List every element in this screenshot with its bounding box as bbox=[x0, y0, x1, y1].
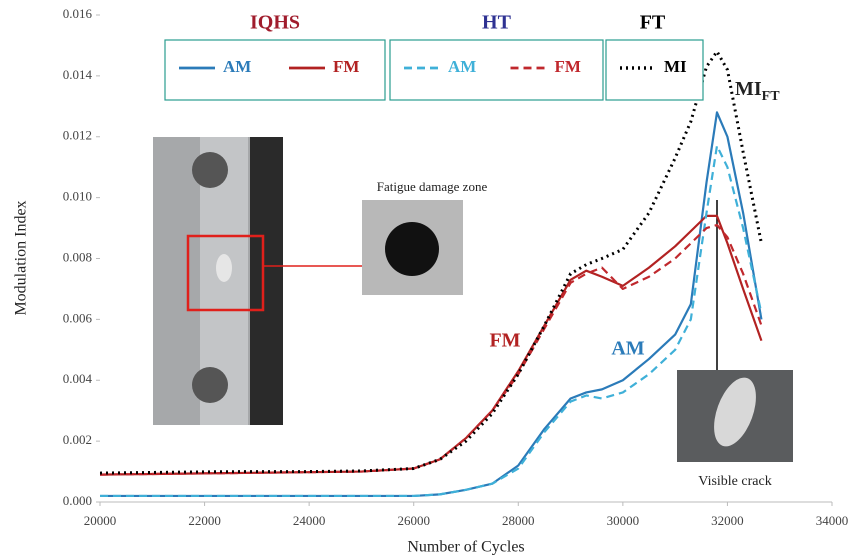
zoom-box bbox=[186, 234, 265, 312]
y-tick-label: 0.002 bbox=[63, 432, 92, 447]
y-tick-label: 0.004 bbox=[63, 371, 93, 386]
photo-detail bbox=[385, 222, 439, 276]
photos bbox=[153, 137, 793, 462]
series-line bbox=[100, 144, 763, 498]
x-axis-label: Number of Cycles bbox=[407, 539, 524, 556]
annotation: FM bbox=[489, 330, 520, 352]
annotation: MIFT bbox=[735, 78, 780, 105]
annotation-main: MI bbox=[735, 78, 762, 100]
annotation-sub: FT bbox=[762, 89, 781, 104]
series-line bbox=[99, 223, 763, 476]
y-tick-label: 0.010 bbox=[63, 189, 92, 204]
x-tick-label: 26000 bbox=[397, 513, 430, 528]
legend-box bbox=[164, 39, 386, 101]
photo-detail bbox=[250, 137, 283, 425]
y-axis-label: Modulation Index bbox=[13, 200, 30, 315]
annotation: AM bbox=[611, 338, 644, 360]
x-tick-label: 20000 bbox=[84, 513, 117, 528]
x-tick-label: 32000 bbox=[711, 513, 744, 528]
legend-label: FM bbox=[555, 57, 581, 76]
photo-detail bbox=[192, 152, 228, 188]
legend-group-title: HT bbox=[482, 12, 512, 34]
legend-label: FM bbox=[333, 57, 359, 76]
y-tick-label: 0.008 bbox=[63, 249, 92, 264]
x-tick-label: 22000 bbox=[188, 513, 221, 528]
legend-label: AM bbox=[448, 57, 476, 76]
y-tick-label: 0.014 bbox=[63, 67, 93, 82]
legend-label: AM bbox=[223, 57, 251, 76]
photo-detail bbox=[192, 367, 228, 403]
annotation: Visible crack bbox=[698, 474, 771, 489]
legend-box bbox=[605, 39, 704, 101]
legend-group-title: FT bbox=[640, 12, 666, 34]
y-tick-label: 0.000 bbox=[63, 493, 92, 508]
y-tick-label: 0.006 bbox=[63, 310, 93, 325]
x-tick-label: 24000 bbox=[293, 513, 326, 528]
axes bbox=[96, 14, 833, 506]
legend-label: MI bbox=[664, 57, 687, 76]
photo-detail bbox=[714, 377, 756, 447]
x-tick-label: 34000 bbox=[816, 513, 849, 528]
annotation: Fatigue damage zone bbox=[377, 179, 488, 194]
legend-box bbox=[389, 39, 604, 101]
y-tick-label: 0.016 bbox=[63, 6, 93, 21]
legend-group-title: IQHS bbox=[250, 12, 300, 34]
x-tick-label: 30000 bbox=[607, 513, 640, 528]
y-tick-label: 0.012 bbox=[63, 128, 92, 143]
photo-detail bbox=[216, 254, 232, 282]
x-tick-label: 28000 bbox=[502, 513, 535, 528]
series-line bbox=[99, 50, 763, 475]
